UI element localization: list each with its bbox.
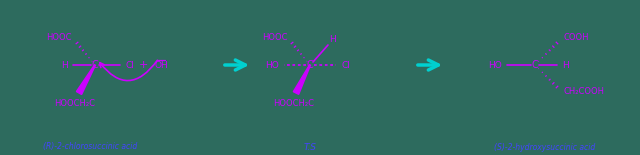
Text: Cl: Cl bbox=[342, 60, 351, 69]
Text: HOOCH₂C: HOOCH₂C bbox=[273, 98, 314, 108]
Text: C: C bbox=[307, 60, 314, 70]
Text: Cl: Cl bbox=[125, 60, 134, 69]
Text: (S)-2-hydroxysuccinic acid: (S)-2-hydroxysuccinic acid bbox=[494, 142, 596, 151]
Text: HOOC: HOOC bbox=[262, 33, 288, 42]
Text: HOOCH₂C: HOOCH₂C bbox=[54, 98, 95, 108]
Text: HO: HO bbox=[265, 60, 279, 69]
Text: C: C bbox=[532, 60, 538, 70]
Text: COOH: COOH bbox=[563, 33, 589, 42]
Text: HOOC: HOOC bbox=[47, 33, 72, 42]
Polygon shape bbox=[293, 65, 310, 94]
Text: H: H bbox=[328, 35, 335, 44]
Polygon shape bbox=[76, 65, 95, 95]
Text: HO: HO bbox=[488, 60, 502, 69]
Text: +: + bbox=[138, 60, 148, 70]
Text: H: H bbox=[61, 60, 68, 69]
Text: CH₂COOH: CH₂COOH bbox=[563, 88, 604, 97]
Text: OH: OH bbox=[154, 62, 168, 71]
Text: (R)-2-chlorosuccinic acid: (R)-2-chlorosuccinic acid bbox=[43, 142, 137, 151]
Text: C: C bbox=[92, 60, 99, 70]
Text: T.S: T.S bbox=[303, 142, 317, 151]
Text: H: H bbox=[562, 60, 569, 69]
